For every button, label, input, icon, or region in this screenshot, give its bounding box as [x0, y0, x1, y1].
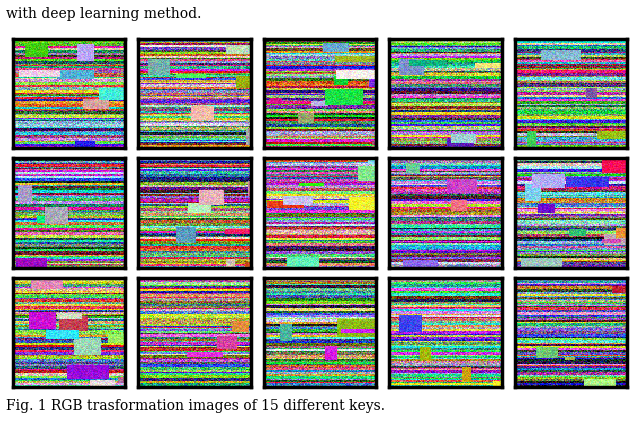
Text: Fig. 1 RGB trasformation images of 15 different keys.: Fig. 1 RGB trasformation images of 15 di…: [6, 399, 385, 413]
Text: with deep learning method.: with deep learning method.: [6, 7, 202, 21]
